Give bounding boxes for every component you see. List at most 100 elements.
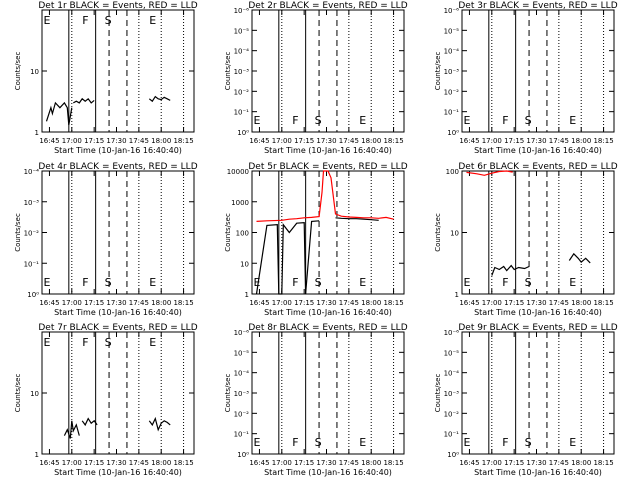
det6-xtick-label: 17:15 xyxy=(504,299,524,307)
det5-xtick-label: 17:00 xyxy=(272,299,292,307)
det2-ytick-label: 10⁻⁵ xyxy=(234,27,250,35)
det3-ylabel: Counts/sec xyxy=(434,52,442,91)
det7-xtick-label: 18:15 xyxy=(173,459,193,467)
det2-ytick-label: 10⁻² xyxy=(234,88,250,96)
det8-ytick-label: 10⁻⁵ xyxy=(234,349,250,357)
det4-xtick-label: 18:15 xyxy=(173,299,193,307)
det8-xtick-label: 18:15 xyxy=(383,459,403,467)
det5-marker-e: E xyxy=(359,276,366,289)
det6-xtick-label: 17:45 xyxy=(549,299,569,307)
det5-ytick-label: 10000 xyxy=(227,168,249,176)
det3-title: Det 3r BLACK = Events, RED = LLD xyxy=(458,1,617,11)
det9-ytick-label: 10⁻⁶ xyxy=(444,329,460,337)
det8-xtick-label: 16:45 xyxy=(249,459,269,467)
det8-marker-s: S xyxy=(315,436,322,449)
det4-title: Det 4r BLACK = Events, RED = LLD xyxy=(38,162,197,172)
det3-marker-e: E xyxy=(463,114,470,127)
det6-title: Det 6r BLACK = Events, RED = LLD xyxy=(458,162,617,172)
det5-marker-e: E xyxy=(253,276,260,289)
det3-xtick-label: 17:30 xyxy=(526,137,546,145)
det2-ytick-label: 10⁻¹ xyxy=(234,109,250,117)
det8-ytick-label: 10⁻⁴ xyxy=(234,370,250,378)
det8-ytick-label: 10⁻² xyxy=(234,410,250,418)
det1-xtick-label: 18:15 xyxy=(173,137,193,145)
det2-marker-s: S xyxy=(315,114,322,127)
det4-panel: Det 4r BLACK = Events, RED = LLD Counts/s… xyxy=(14,162,198,317)
det2-ylabel: Counts/sec xyxy=(224,52,232,91)
det4-frame xyxy=(41,170,195,295)
det4-marker-s: S xyxy=(105,276,112,289)
det2-ytick-label: 10⁻⁴ xyxy=(234,48,250,56)
det7-series-events-2 xyxy=(148,416,171,432)
det7-panel: Det 7r BLACK = Events, RED = LLD Counts/s… xyxy=(14,323,198,477)
det1-series-events-1 xyxy=(73,97,95,104)
det4-ytick-label: 10⁻² xyxy=(24,230,40,238)
det8-panel: Det 8r BLACK = Events, RED = LLD Counts/s… xyxy=(224,323,408,477)
det6-marker-e: E xyxy=(569,276,576,289)
det6-ytick-label: 100 xyxy=(446,168,459,176)
det5-ytick-label: 100 xyxy=(236,230,249,238)
det2-frame xyxy=(251,9,405,133)
det1-ytick-label: 10 xyxy=(30,68,39,76)
det1-xtick-label: 18:00 xyxy=(151,137,171,145)
det3-ytick-label: 10⁻⁴ xyxy=(444,48,460,56)
det7-marker-e: E xyxy=(149,336,156,349)
det5-xlabel: Start Time (10-Jan-16 16:40:40) xyxy=(264,308,392,317)
det1-marker-e: E xyxy=(43,14,50,27)
det7-series-events-0 xyxy=(63,420,80,439)
det5-xtick-label: 17:15 xyxy=(294,299,314,307)
det4-ytick-label: 10⁻¹ xyxy=(24,260,40,268)
det3-frame xyxy=(461,9,615,133)
det2-marker-e: E xyxy=(359,114,366,127)
det8-xtick-label: 17:00 xyxy=(272,459,292,467)
det8-xtick-label: 18:00 xyxy=(361,459,381,467)
det2-xtick-label: 18:15 xyxy=(383,137,403,145)
det2-xtick-label: 17:15 xyxy=(294,137,314,145)
det6-ytick-label: 10 xyxy=(450,230,459,238)
det9-xtick-label: 18:15 xyxy=(593,459,613,467)
det6-series-lld-0 xyxy=(466,170,513,176)
det1-frame xyxy=(41,9,195,133)
det7-marker-e: E xyxy=(43,336,50,349)
det4-xtick-label: 16:45 xyxy=(39,299,59,307)
det7-xtick-label: 17:00 xyxy=(62,459,82,467)
det1-marker-f: F xyxy=(82,14,88,27)
det8-xtick-label: 17:45 xyxy=(339,459,359,467)
det9-panel: Det 9r BLACK = Events, RED = LLD Counts/s… xyxy=(434,323,618,477)
det6-xtick-label: 18:00 xyxy=(571,299,591,307)
det5-xtick-label: 17:45 xyxy=(339,299,359,307)
det9-xlabel: Start Time (10-Jan-16 16:40:40) xyxy=(474,468,602,477)
det5-series-lld-0 xyxy=(256,170,394,222)
det4-ytick-label: 10⁰ xyxy=(27,291,39,299)
det2-title: Det 2r BLACK = Events, RED = LLD xyxy=(248,1,407,11)
det4-marker-e: E xyxy=(43,276,50,289)
det8-ytick-label: 10⁰ xyxy=(237,451,249,459)
det9-frame xyxy=(461,331,615,455)
det1-panel: Det 1r BLACK = Events, RED = LLD Counts/s… xyxy=(14,1,198,155)
det6-marker-e: E xyxy=(463,276,470,289)
det9-xtick-label: 18:00 xyxy=(571,459,591,467)
det9-marker-e: E xyxy=(463,436,470,449)
det8-ytick-label: 10⁻¹ xyxy=(234,431,250,439)
det8-marker-e: E xyxy=(253,436,260,449)
det4-xtick-label: 17:30 xyxy=(106,299,126,307)
det8-frame xyxy=(251,331,405,455)
det9-ytick-label: 10⁰ xyxy=(447,451,459,459)
det2-xtick-label: 17:30 xyxy=(316,137,336,145)
det8-marker-f: F xyxy=(292,436,298,449)
det5-xtick-label: 16:45 xyxy=(249,299,269,307)
det1-xtick-label: 17:00 xyxy=(62,137,82,145)
det5-xtick-label: 17:30 xyxy=(316,299,336,307)
det5-frame xyxy=(251,170,405,295)
det4-marker-e: E xyxy=(149,276,156,289)
det3-ytick-label: 10⁻⁵ xyxy=(444,27,460,35)
det7-xlabel: Start Time (10-Jan-16 16:40:40) xyxy=(54,468,182,477)
det1-series-events-0 xyxy=(45,101,73,126)
det9-ytick-label: 10⁻² xyxy=(444,410,460,418)
det5-ylabel: Counts/sec xyxy=(224,213,232,252)
det4-ytick-label: 10⁻³ xyxy=(24,199,40,207)
det3-xtick-label: 18:15 xyxy=(593,137,613,145)
det9-ytick-label: 10⁻³ xyxy=(444,390,460,398)
det3-xtick-label: 16:45 xyxy=(459,137,479,145)
